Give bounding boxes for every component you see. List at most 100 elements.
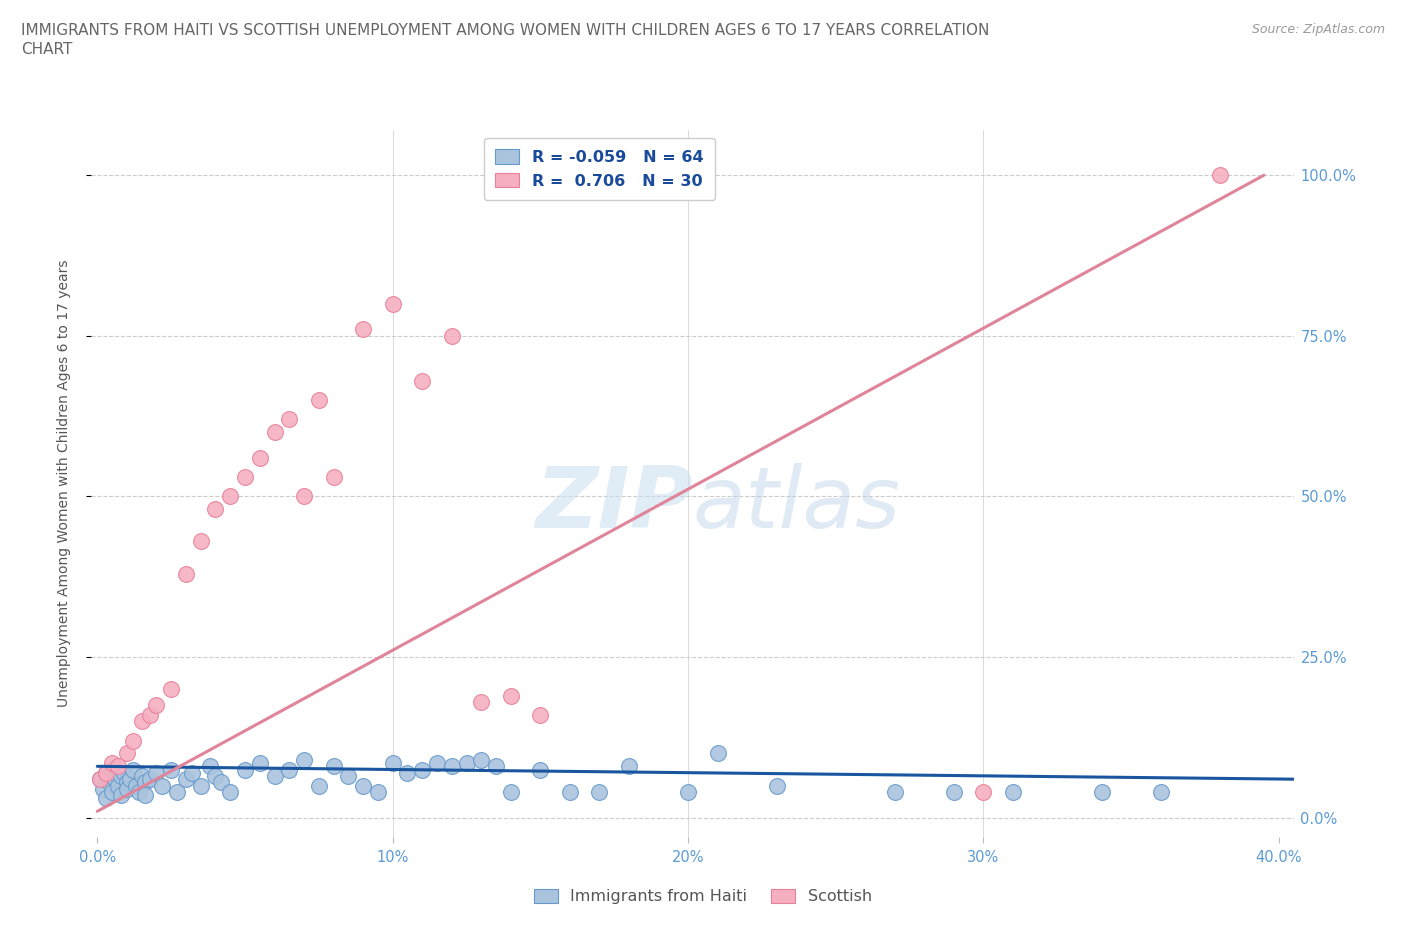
Point bbox=[233, 470, 256, 485]
Point bbox=[249, 756, 271, 771]
Point bbox=[190, 534, 212, 549]
Point bbox=[145, 698, 167, 712]
Point bbox=[292, 489, 315, 504]
Point bbox=[249, 450, 271, 465]
Point bbox=[107, 759, 129, 774]
Point bbox=[558, 785, 581, 800]
Point bbox=[396, 765, 419, 780]
Point bbox=[115, 746, 138, 761]
Point bbox=[115, 781, 138, 796]
Point bbox=[145, 765, 167, 780]
Point bbox=[121, 733, 143, 748]
Point bbox=[98, 775, 121, 790]
Point bbox=[942, 785, 965, 800]
Point bbox=[131, 714, 153, 729]
Point bbox=[128, 785, 150, 800]
Point bbox=[1090, 785, 1112, 800]
Y-axis label: Unemployment Among Women with Children Ages 6 to 17 years: Unemployment Among Women with Children A… bbox=[56, 259, 70, 708]
Point bbox=[107, 778, 129, 793]
Point bbox=[883, 785, 905, 800]
Point bbox=[209, 775, 232, 790]
Point bbox=[499, 785, 522, 800]
Point bbox=[529, 762, 551, 777]
Point bbox=[174, 566, 197, 581]
Point bbox=[166, 785, 188, 800]
Point bbox=[292, 752, 315, 767]
Point bbox=[499, 688, 522, 703]
Point bbox=[381, 297, 404, 312]
Point bbox=[118, 772, 141, 787]
Point bbox=[96, 791, 118, 806]
Point bbox=[972, 785, 994, 800]
Point bbox=[89, 772, 111, 787]
Point bbox=[322, 759, 344, 774]
Point bbox=[174, 772, 197, 787]
Legend: Immigrants from Haiti, Scottish: Immigrants from Haiti, Scottish bbox=[527, 883, 879, 910]
Point bbox=[110, 788, 132, 803]
Point bbox=[121, 762, 143, 777]
Point bbox=[470, 695, 492, 710]
Point bbox=[1001, 785, 1024, 800]
Point bbox=[308, 392, 330, 407]
Point bbox=[160, 682, 183, 697]
Point bbox=[139, 708, 162, 723]
Point bbox=[278, 412, 301, 427]
Point bbox=[125, 778, 148, 793]
Point bbox=[190, 778, 212, 793]
Point bbox=[367, 785, 389, 800]
Point bbox=[381, 756, 404, 771]
Point bbox=[706, 746, 728, 761]
Point bbox=[110, 768, 132, 783]
Text: IMMIGRANTS FROM HAITI VS SCOTTISH UNEMPLOYMENT AMONG WOMEN WITH CHILDREN AGES 6 : IMMIGRANTS FROM HAITI VS SCOTTISH UNEMPL… bbox=[21, 23, 990, 38]
Text: CHART: CHART bbox=[21, 42, 73, 57]
Point bbox=[617, 759, 640, 774]
Point bbox=[426, 756, 449, 771]
Point bbox=[352, 778, 374, 793]
Point bbox=[352, 322, 374, 337]
Point bbox=[204, 768, 226, 783]
Point bbox=[322, 470, 344, 485]
Point bbox=[440, 328, 463, 343]
Point bbox=[470, 752, 492, 767]
Point bbox=[101, 762, 124, 777]
Legend: R = -0.059   N = 64, R =  0.706   N = 30: R = -0.059 N = 64, R = 0.706 N = 30 bbox=[484, 139, 714, 200]
Point bbox=[96, 765, 118, 780]
Text: ZIP: ZIP bbox=[534, 463, 692, 546]
Point bbox=[131, 768, 153, 783]
Point bbox=[112, 765, 135, 780]
Point bbox=[1149, 785, 1171, 800]
Point bbox=[198, 759, 221, 774]
Point bbox=[1208, 167, 1230, 182]
Point bbox=[529, 708, 551, 723]
Point bbox=[440, 759, 463, 774]
Point bbox=[278, 762, 301, 777]
Point bbox=[204, 502, 226, 517]
Point bbox=[134, 788, 156, 803]
Point bbox=[308, 778, 330, 793]
Point bbox=[263, 768, 285, 783]
Point bbox=[160, 762, 183, 777]
Point bbox=[588, 785, 610, 800]
Point bbox=[337, 768, 360, 783]
Point bbox=[676, 785, 699, 800]
Point bbox=[89, 772, 111, 787]
Point bbox=[411, 373, 433, 388]
Point bbox=[96, 765, 118, 780]
Text: Source: ZipAtlas.com: Source: ZipAtlas.com bbox=[1251, 23, 1385, 36]
Point bbox=[485, 759, 508, 774]
Point bbox=[765, 778, 787, 793]
Point bbox=[101, 785, 124, 800]
Point bbox=[139, 772, 162, 787]
Point bbox=[101, 756, 124, 771]
Point bbox=[104, 772, 127, 787]
Text: atlas: atlas bbox=[692, 463, 900, 546]
Point bbox=[411, 762, 433, 777]
Point bbox=[219, 785, 242, 800]
Point bbox=[233, 762, 256, 777]
Point bbox=[150, 778, 173, 793]
Point bbox=[180, 765, 202, 780]
Point bbox=[91, 781, 114, 796]
Point bbox=[219, 489, 242, 504]
Point bbox=[134, 775, 156, 790]
Point bbox=[115, 775, 138, 790]
